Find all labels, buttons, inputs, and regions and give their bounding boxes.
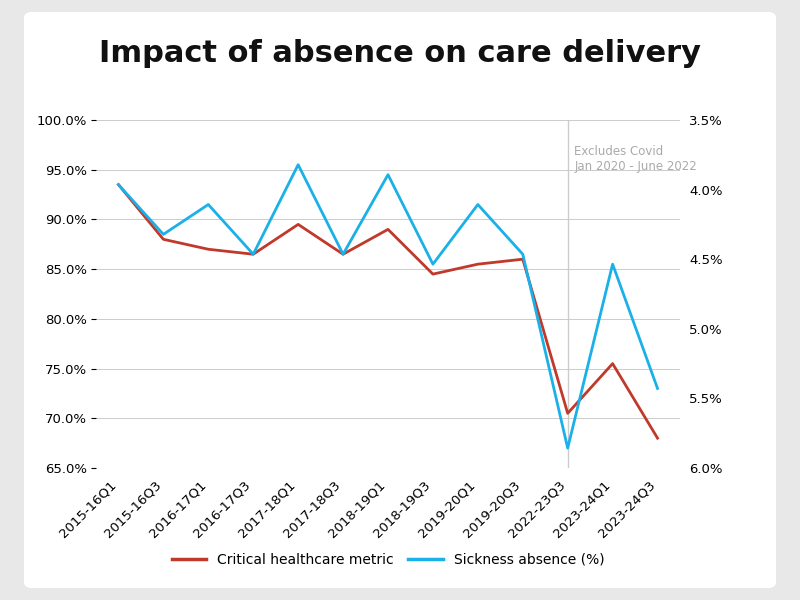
Text: Impact of absence on care delivery: Impact of absence on care delivery — [99, 39, 701, 68]
Text: Excludes Covid
Jan 2020 - June 2022: Excludes Covid Jan 2020 - June 2022 — [574, 145, 697, 173]
Legend: Critical healthcare metric, Sickness absence (%): Critical healthcare metric, Sickness abs… — [166, 547, 610, 572]
